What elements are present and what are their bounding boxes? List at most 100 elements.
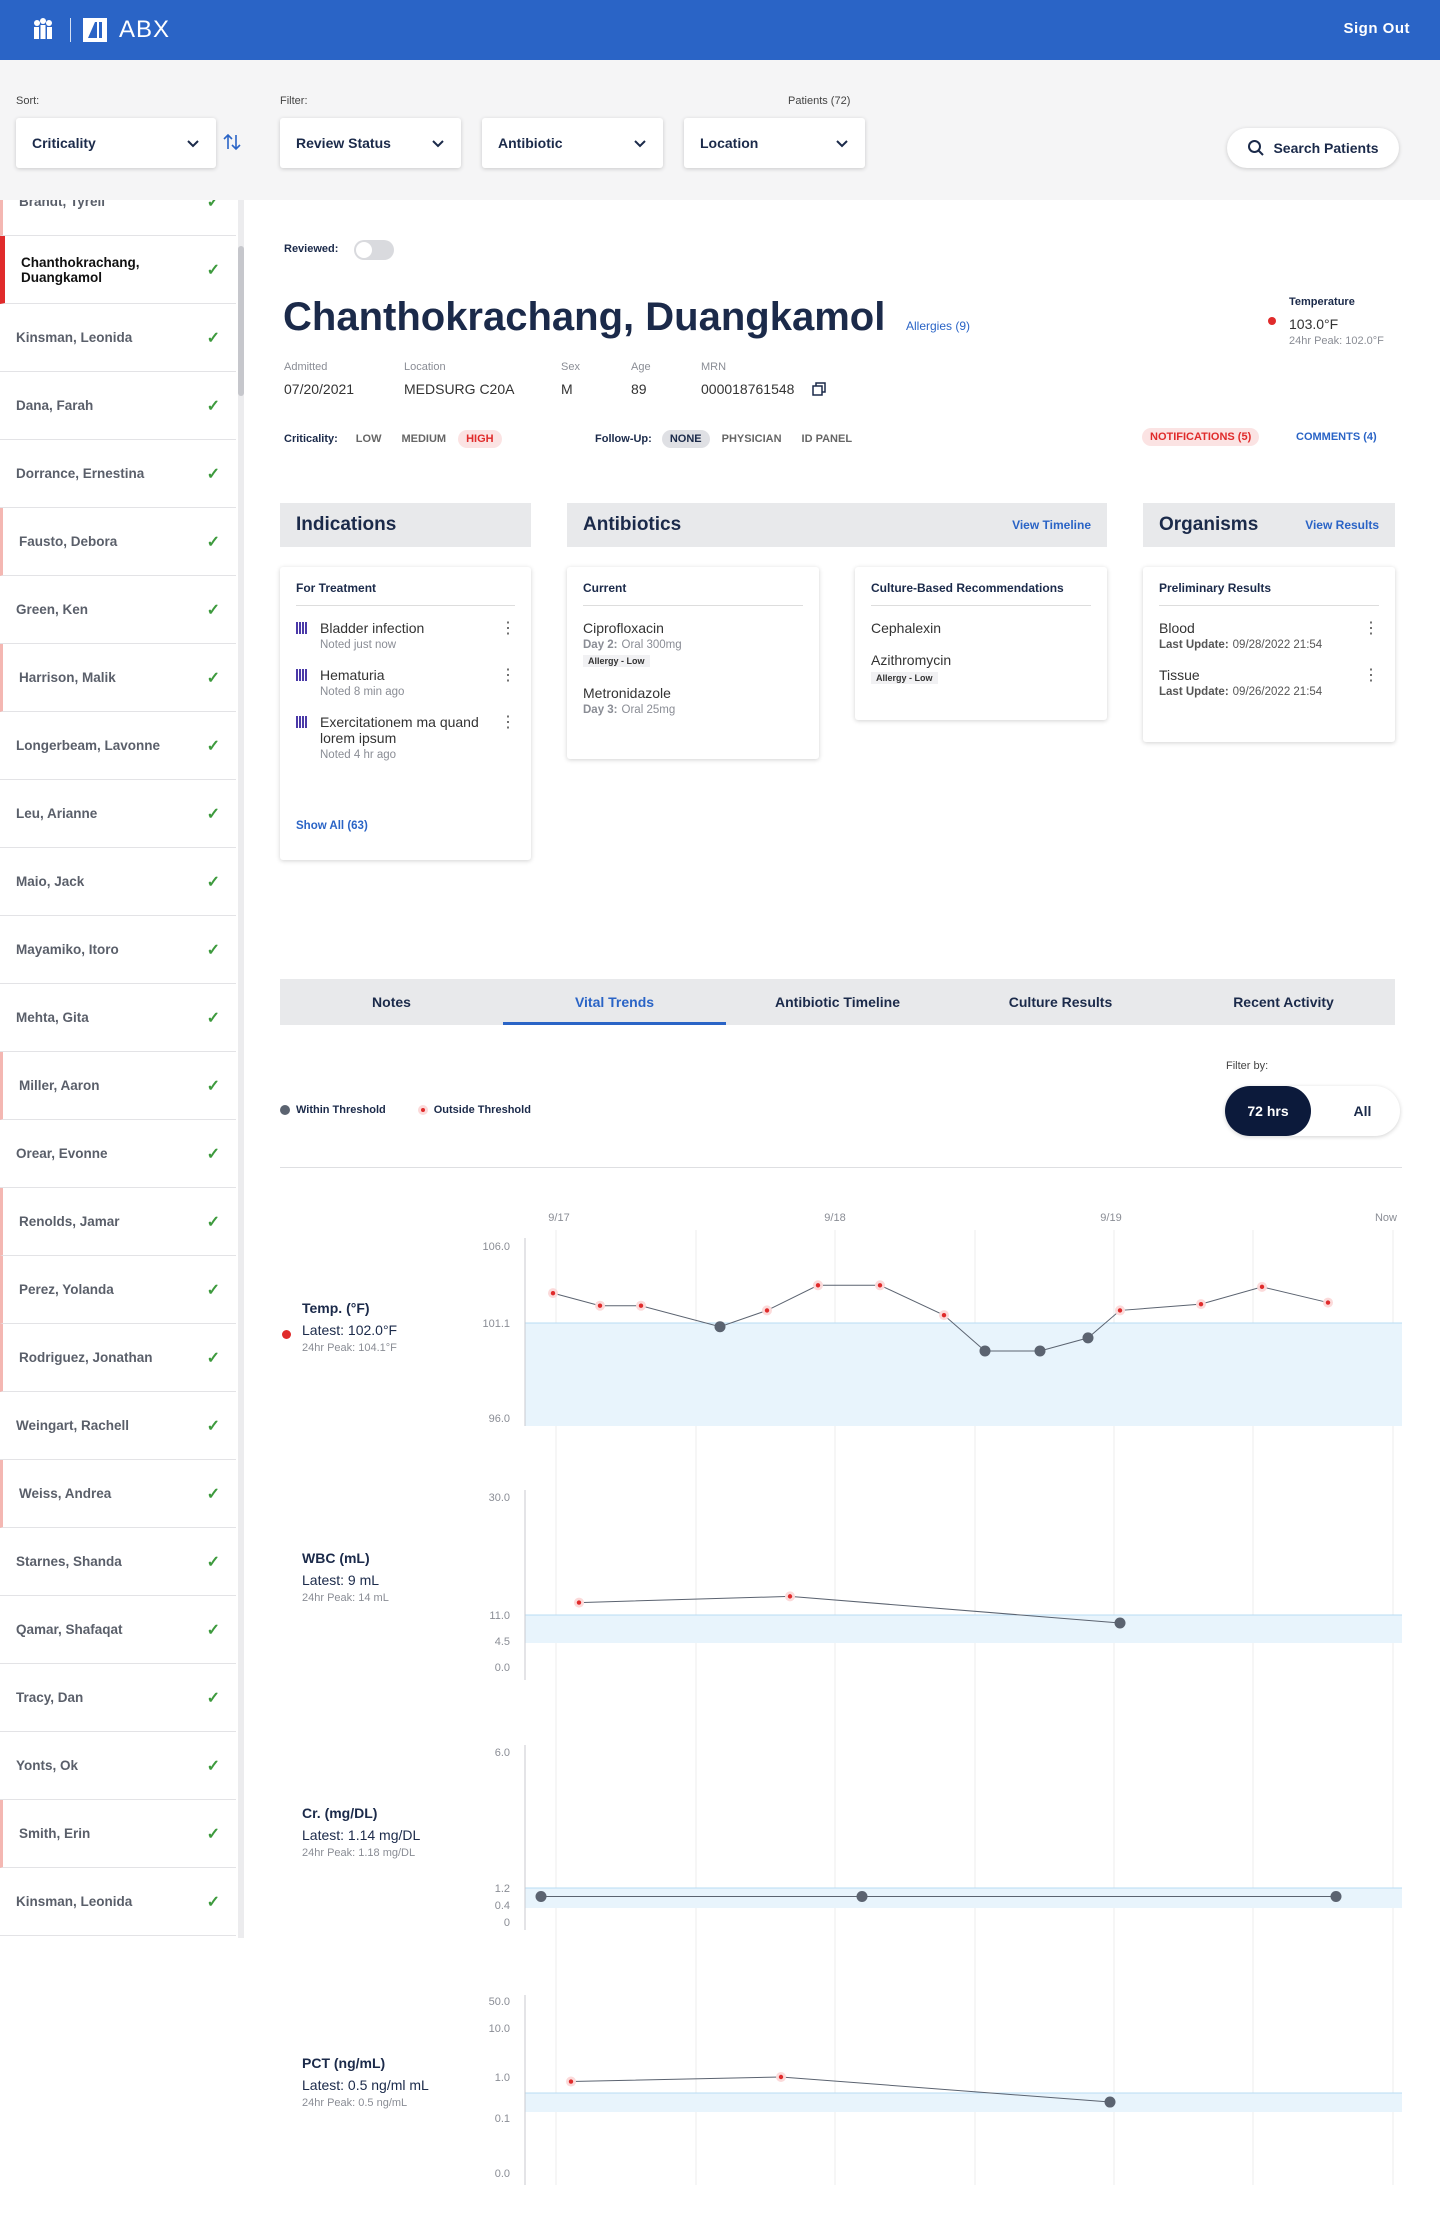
comments-button[interactable]: COMMENTS (4) bbox=[1296, 431, 1377, 443]
criticality-low[interactable]: LOW bbox=[355, 433, 382, 445]
followup-id-panel[interactable]: ID PANEL bbox=[801, 433, 853, 445]
sign-out-button[interactable]: Sign Out bbox=[1343, 20, 1410, 37]
within-threshold-point[interactable] bbox=[1104, 2096, 1116, 2108]
patient-list-scroll-thumb[interactable] bbox=[238, 246, 244, 396]
organisms-title: Organisms bbox=[1159, 514, 1259, 535]
patient-list-item[interactable]: Rodriguez, Jonathan ✓ bbox=[0, 1324, 236, 1392]
temperature-alert-dot bbox=[282, 1330, 291, 1339]
criticality-medium[interactable]: MEDIUM bbox=[401, 433, 447, 445]
tab-antibiotic-timeline[interactable]: Antibiotic Timeline bbox=[775, 994, 900, 1010]
reviewed-toggle[interactable] bbox=[354, 240, 394, 260]
patient-list-item[interactable]: Mehta, Gita ✓ bbox=[0, 984, 236, 1052]
patient-name-label: Maio, Jack bbox=[16, 874, 85, 889]
antibiotic-item[interactable]: Metronidazole Day 3: Oral 25mg bbox=[583, 685, 803, 716]
tab-culture-results[interactable]: Culture Results bbox=[1008, 994, 1113, 1010]
patient-list-item[interactable]: Miller, Aaron ✓ bbox=[0, 1052, 236, 1120]
tab-notes[interactable]: Notes bbox=[372, 994, 411, 1010]
patient-name-label: Starnes, Shanda bbox=[16, 1554, 122, 1569]
patient-list-item[interactable]: Chanthokrachang, Duangkamol ✓ bbox=[0, 236, 236, 304]
patient-list-scrollbar[interactable] bbox=[238, 200, 244, 1938]
location-dropdown[interactable]: Location bbox=[684, 118, 865, 168]
patient-list-item[interactable]: Kinsman, Leonida ✓ bbox=[0, 304, 236, 372]
criticality-high[interactable]: HIGH bbox=[458, 430, 502, 448]
antibiotic-name: Metronidazole bbox=[583, 685, 671, 701]
filter-all-button[interactable]: All bbox=[1353, 1103, 1372, 1119]
patient-list-item[interactable]: Brandt, Tyrell ✓ bbox=[0, 200, 236, 236]
within-threshold-point[interactable] bbox=[1034, 1345, 1046, 1357]
recommendation-item[interactable]: Cephalexin bbox=[871, 620, 1091, 636]
view-results-link[interactable]: View Results bbox=[1305, 518, 1379, 532]
patient-list-item[interactable]: Tracy, Dan ✓ bbox=[0, 1664, 236, 1732]
view-timeline-link[interactable]: View Timeline bbox=[1012, 518, 1091, 532]
show-all-link[interactable]: Show All (63) bbox=[296, 820, 368, 832]
patient-list-item[interactable]: Orear, Evonne ✓ bbox=[0, 1120, 236, 1188]
patient-list-item[interactable]: Renolds, Jamar ✓ bbox=[0, 1188, 236, 1256]
more-options-icon[interactable]: ⋮ bbox=[1363, 620, 1379, 637]
within-threshold-point[interactable] bbox=[714, 1321, 726, 1333]
recommendation-item[interactable]: Azithromycin Allergy - Low bbox=[871, 652, 1091, 686]
allergies-link[interactable]: Allergies (9) bbox=[906, 319, 971, 333]
notifications-button[interactable]: NOTIFICATIONS (5) bbox=[1142, 428, 1260, 446]
allergy-badge: Allergy - Low bbox=[871, 672, 938, 684]
patient-list-item[interactable]: Weiss, Andrea ✓ bbox=[0, 1460, 236, 1528]
patient-list-item[interactable]: Green, Ken ✓ bbox=[0, 576, 236, 644]
chevron-down-icon bbox=[432, 140, 444, 148]
patient-list-item[interactable]: Maio, Jack ✓ bbox=[0, 848, 236, 916]
patient-name-label: Dorrance, Ernestina bbox=[16, 466, 145, 481]
within-threshold-point[interactable] bbox=[535, 1891, 547, 1902]
check-icon: ✓ bbox=[206, 261, 220, 279]
patient-list-item[interactable]: Qamar, Shafaqat ✓ bbox=[0, 1596, 236, 1664]
check-icon: ✓ bbox=[206, 465, 220, 483]
y-tick-label: 1.2 bbox=[495, 1883, 510, 1895]
within-threshold-point[interactable] bbox=[1114, 1617, 1126, 1629]
patient-list-item[interactable]: Dana, Farah ✓ bbox=[0, 372, 236, 440]
sort-direction-icon[interactable] bbox=[222, 132, 242, 152]
organisms-header: Organisms View Results bbox=[1143, 503, 1395, 547]
patient-list-item[interactable]: Weingart, Rachell ✓ bbox=[0, 1392, 236, 1460]
review-status-label: Review Status bbox=[296, 135, 391, 151]
within-threshold-point[interactable] bbox=[979, 1345, 991, 1357]
organism-item[interactable]: Blood Last Update: 09/28/2022 21:54 ⋮ bbox=[1159, 620, 1379, 651]
followup-physician[interactable]: PHYSICIAN bbox=[721, 433, 782, 445]
location-value: MEDSURG C20A bbox=[404, 381, 515, 397]
more-options-icon[interactable]: ⋮ bbox=[1363, 667, 1379, 684]
antibiotic-dropdown[interactable]: Antibiotic bbox=[482, 118, 663, 168]
patient-list-item[interactable]: Dorrance, Ernestina ✓ bbox=[0, 440, 236, 508]
patient-list-item[interactable]: Kinsman, Leonida ✓ bbox=[0, 1868, 236, 1936]
patient-name-label: Kinsman, Leonida bbox=[16, 1894, 133, 1909]
followup-none[interactable]: NONE bbox=[661, 430, 710, 448]
within-threshold-point[interactable] bbox=[1330, 1891, 1342, 1902]
patient-list-item[interactable]: Yonts, Ok ✓ bbox=[0, 1732, 236, 1800]
age-label: Age bbox=[631, 361, 651, 373]
search-patients-button[interactable]: Search Patients bbox=[1227, 128, 1399, 168]
check-icon: ✓ bbox=[206, 1621, 220, 1639]
patient-name-label: Mayamiko, Itoro bbox=[16, 942, 119, 957]
patient-list-item[interactable]: Starnes, Shanda ✓ bbox=[0, 1528, 236, 1596]
outside-threshold-point-center bbox=[597, 1303, 603, 1308]
legend: Within Threshold Outside Threshold bbox=[280, 1104, 531, 1116]
antibiotic-item[interactable]: Ciprofloxacin Day 2: Oral 300mg Allergy - L… bbox=[583, 620, 803, 669]
within-threshold-point[interactable] bbox=[1082, 1332, 1094, 1344]
preliminary-results-title: Preliminary Results bbox=[1159, 581, 1379, 606]
patient-list-item[interactable]: Harrison, Malik ✓ bbox=[0, 644, 236, 712]
y-tick-label: 106.0 bbox=[482, 1241, 510, 1253]
vital-peak: 24hr Peak: 14 mL bbox=[302, 1592, 389, 1604]
patient-list-item[interactable]: Smith, Erin ✓ bbox=[0, 1800, 236, 1868]
within-threshold-point[interactable] bbox=[856, 1891, 868, 1902]
patient-list-item[interactable]: Leu, Arianne ✓ bbox=[0, 780, 236, 848]
outside-threshold-point-center bbox=[778, 2074, 784, 2080]
tab-vital-trends[interactable]: Vital Trends bbox=[503, 979, 726, 1025]
patient-list-item[interactable]: Longerbeam, Lavonne ✓ bbox=[0, 712, 236, 780]
patient-list-item[interactable]: Fausto, Debora ✓ bbox=[0, 508, 236, 576]
app-logo[interactable]: ABX bbox=[28, 16, 170, 44]
patient-list-item[interactable]: Perez, Yolanda ✓ bbox=[0, 1256, 236, 1324]
organism-item[interactable]: Tissue Last Update: 09/26/2022 21:54 ⋮ bbox=[1159, 667, 1379, 698]
sort-dropdown[interactable]: Criticality bbox=[16, 118, 216, 168]
patient-list-item[interactable]: Mayamiko, Itoro ✓ bbox=[0, 916, 236, 984]
tab-recent-activity[interactable]: Recent Activity bbox=[1233, 994, 1334, 1010]
x-tick-label: 9/19 bbox=[1100, 1212, 1121, 1224]
time-filter: 72 hrs All bbox=[1225, 1086, 1400, 1136]
review-status-dropdown[interactable]: Review Status bbox=[280, 118, 461, 168]
filter-72hrs-button[interactable]: 72 hrs bbox=[1225, 1086, 1311, 1136]
copy-icon[interactable] bbox=[812, 382, 826, 396]
